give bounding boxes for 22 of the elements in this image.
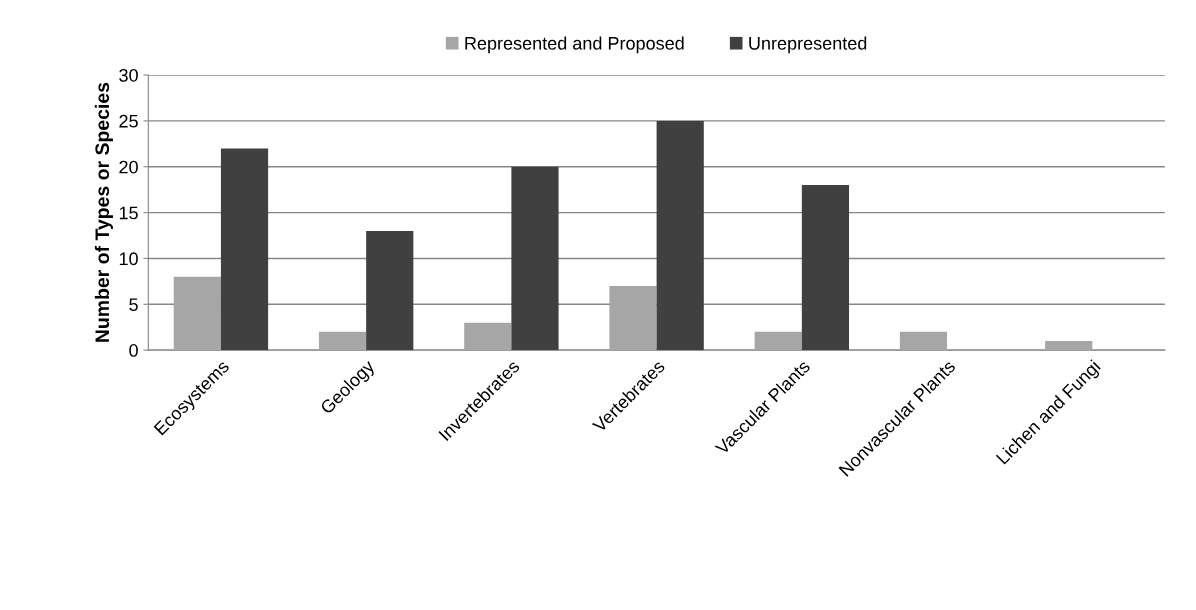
bar xyxy=(609,285,657,351)
bar xyxy=(220,148,269,351)
bar xyxy=(318,331,367,351)
y-tick-label: 5 xyxy=(129,298,138,312)
bar xyxy=(366,230,414,351)
bar xyxy=(464,322,512,351)
bar xyxy=(801,185,850,351)
bar xyxy=(1045,340,1093,351)
y-tick-label: 10 xyxy=(119,252,138,266)
bar xyxy=(656,120,704,351)
legend-label: Unrepresented xyxy=(749,36,867,54)
bar xyxy=(173,276,221,351)
y-tick-label: 0 xyxy=(129,344,138,357)
y-tick-label: 15 xyxy=(119,206,138,220)
bar xyxy=(754,331,802,351)
y-tick-label: 30 xyxy=(119,68,138,82)
legend-label: Represented and Proposed xyxy=(465,36,684,54)
y-axis-title: Number of Types or Species xyxy=(94,82,113,342)
bar xyxy=(511,166,559,351)
y-tick-label: 25 xyxy=(119,114,138,128)
bar xyxy=(899,331,948,351)
y-tick-label: 20 xyxy=(119,160,138,174)
